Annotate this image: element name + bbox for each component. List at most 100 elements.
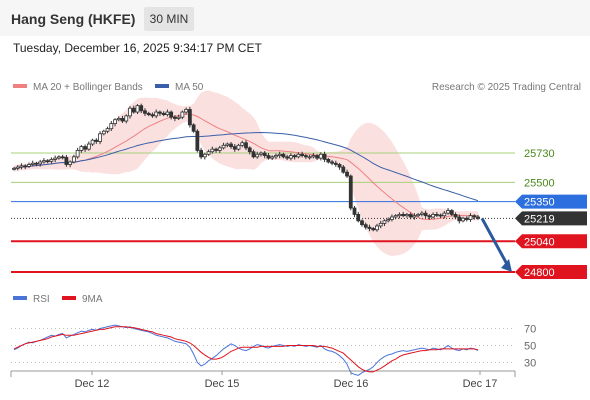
candle-body [150,114,155,117]
candle-body [124,115,129,122]
candle-body [375,225,379,231]
projection-arrow-head [501,259,512,272]
rsi-level-label-30: 30 [524,358,536,370]
x-tick-label: Dec 15 [205,378,240,390]
candle-body [390,216,394,220]
price-level-label-25040: 25040 [524,236,555,248]
candle-body [367,226,372,229]
candle-body [318,153,323,159]
credit-label: Research © 2025 Trading Central [432,82,581,93]
candle-body [262,152,267,156]
price-level-label-25350: 25350 [524,197,555,209]
candle-body [199,150,203,158]
candle-body [337,164,342,168]
ma20-line [13,113,479,221]
candle-body [38,161,43,165]
candle-body [45,160,50,163]
price-level-tag-24800 [515,265,587,279]
candle-body [165,111,170,116]
candle-body [71,156,76,163]
candle-body [232,146,237,150]
candle-body [303,155,308,158]
interval-button[interactable]: 30 MIN [144,7,194,31]
ma20-legend-swatch [13,84,27,88]
price-level-tag-25040 [515,234,587,249]
rsi-layer: 70 50 30 [11,324,536,376]
x-tick-label: Dec 16 [334,378,369,390]
candle-body [173,116,177,119]
ma50-legend-label: MA 50 [175,82,204,93]
candle-body [453,214,458,218]
candle-body [371,228,376,231]
candle-body [79,146,84,151]
candle-body [116,118,121,121]
candle-body [345,171,349,177]
candle-body [98,133,102,142]
candle-body [300,153,305,156]
candle-body [236,144,241,150]
candle-body [120,118,125,122]
candle-body [281,153,286,158]
candle-body [326,158,331,163]
ma9-legend-label: 9MA [82,294,103,305]
candle-body [464,217,469,220]
candle-body [68,161,73,165]
candle-body [352,207,357,215]
candle-body [57,156,61,159]
candle-body [408,214,413,218]
candle-body [217,147,222,151]
candle-body [42,160,46,163]
candle-body [101,130,106,135]
candle-body [255,153,260,158]
candle-body [412,215,417,218]
candle-body [311,155,316,158]
candle-body [427,215,432,218]
candle-body [476,216,480,219]
candle-body [176,116,181,119]
candle-body [109,123,114,130]
candle-body [378,222,383,227]
candle-body [285,156,290,159]
candle-body [60,156,65,159]
candle-body [333,162,338,165]
candle-body [83,146,87,150]
moving-averages-layer [13,113,479,221]
candle-body [49,158,54,162]
candle-body [386,219,391,222]
candle-body [184,109,189,113]
candle-body [434,214,439,216]
candle-body [401,214,406,217]
price-levels-layer [11,152,515,273]
rsi-line [13,324,479,376]
ma20-legend-label: MA 20 + Bollinger Bands [33,82,143,93]
candle-body [105,128,110,132]
price-level-label-25219: 25219 [524,213,555,225]
candle-body [296,153,301,158]
ma50-line [13,131,479,202]
candle-body [356,214,361,222]
candle-body [64,157,69,165]
candle-body [169,111,174,118]
candle-body [341,166,346,173]
candle-body [135,105,140,113]
candle-body [15,166,20,169]
price-level-label-25500: 25500 [524,177,555,189]
candle-body [90,139,95,145]
bollinger-layer [14,90,478,256]
price-level-label-24800: 24800 [524,267,555,279]
candles-layer [12,103,480,232]
candle-body [86,143,91,150]
price-level-tag-25350 [515,194,587,209]
x-axis-labels-layer: Dec 12 Dec 15 Dec 16 Dec 17 [75,371,497,390]
candle-body [322,153,327,160]
candle-body [75,150,80,158]
rsi-level-label-70: 70 [524,324,536,336]
candle-body [30,162,35,165]
candle-body [307,156,312,159]
candle-body [360,220,364,226]
candle-body [270,156,275,159]
rsi-legend-swatch [13,296,27,300]
candle-body [240,142,245,146]
candle-body [210,148,215,153]
